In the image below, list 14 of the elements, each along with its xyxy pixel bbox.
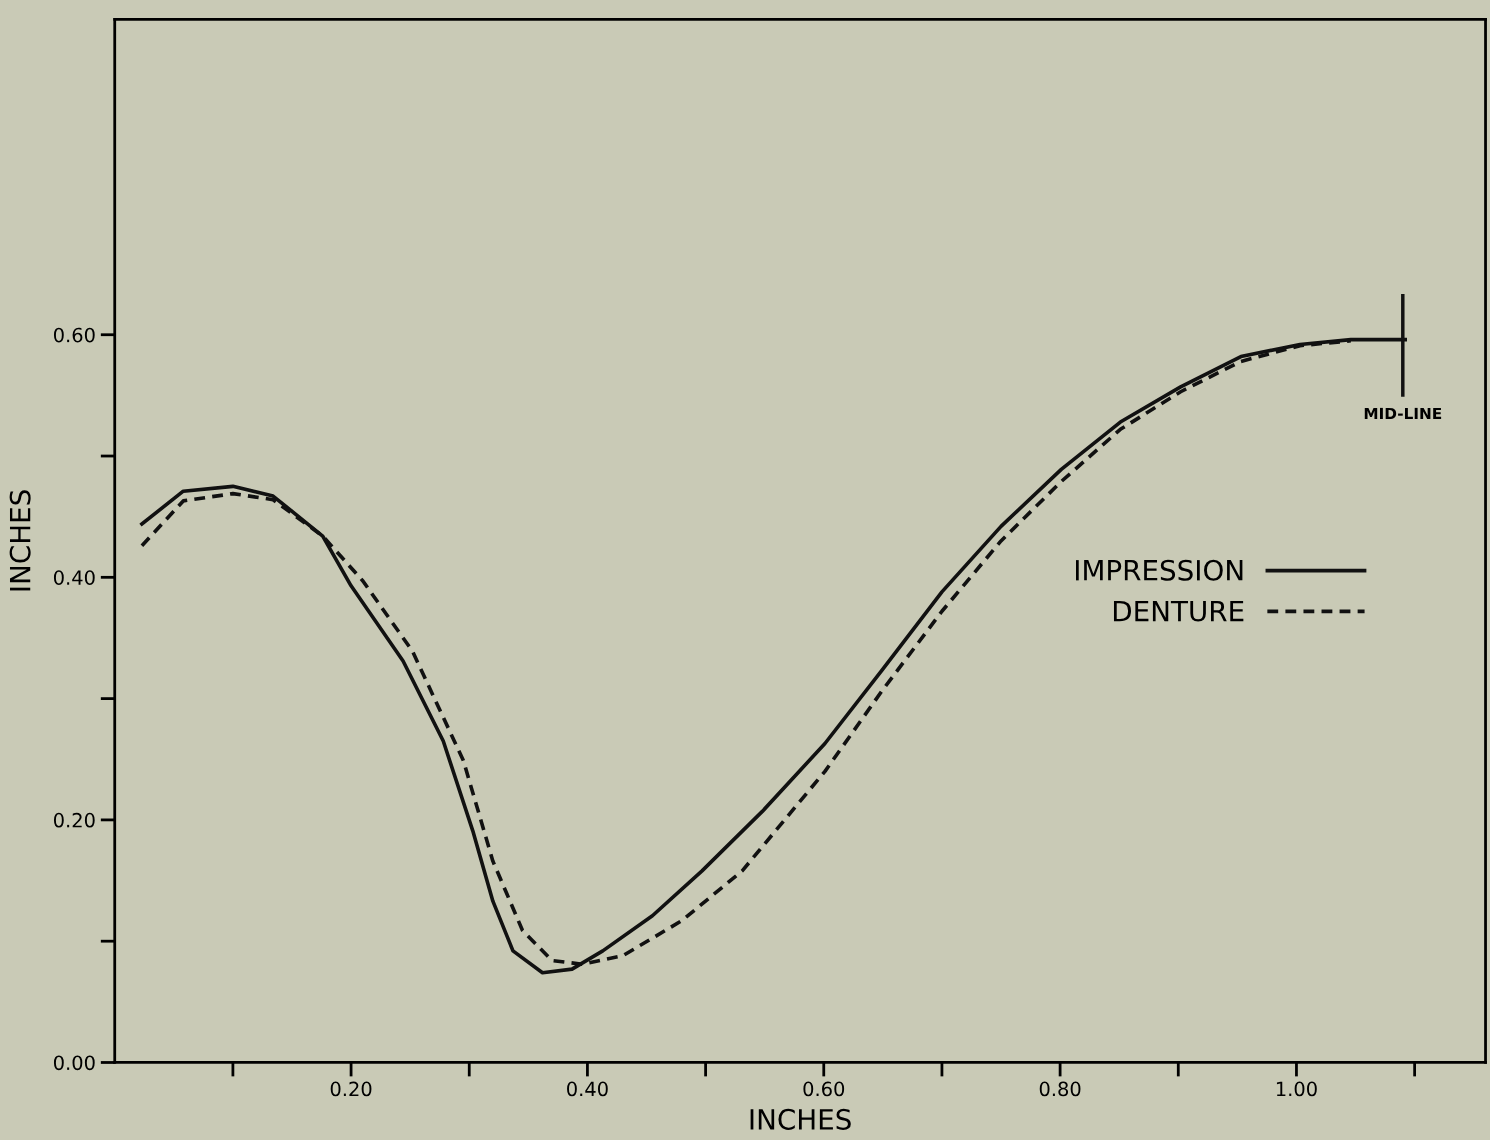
x-tick-label: 0.80 [1039,1081,1081,1097]
x-tick-label: 0.40 [567,1081,608,1097]
legend-label: DENTURE [1113,600,1244,622]
x-tick-label: 1.00 [1276,1081,1317,1097]
ref-line-label: MID-LINE [1364,407,1442,420]
y-tick-label: 0.40 [53,570,95,585]
y-axis-title: INCHES [9,490,31,591]
y-tick-label: 0.00 [53,1055,95,1071]
legend-label: IMPRESSION [1075,559,1243,581]
x-tick-label: 0.60 [803,1081,845,1097]
y-tick-label: 0.60 [53,327,95,343]
x-tick-label: 0.20 [330,1081,372,1097]
y-tick-label: 0.20 [53,812,95,828]
x-axis-title: INCHES [750,1108,851,1130]
